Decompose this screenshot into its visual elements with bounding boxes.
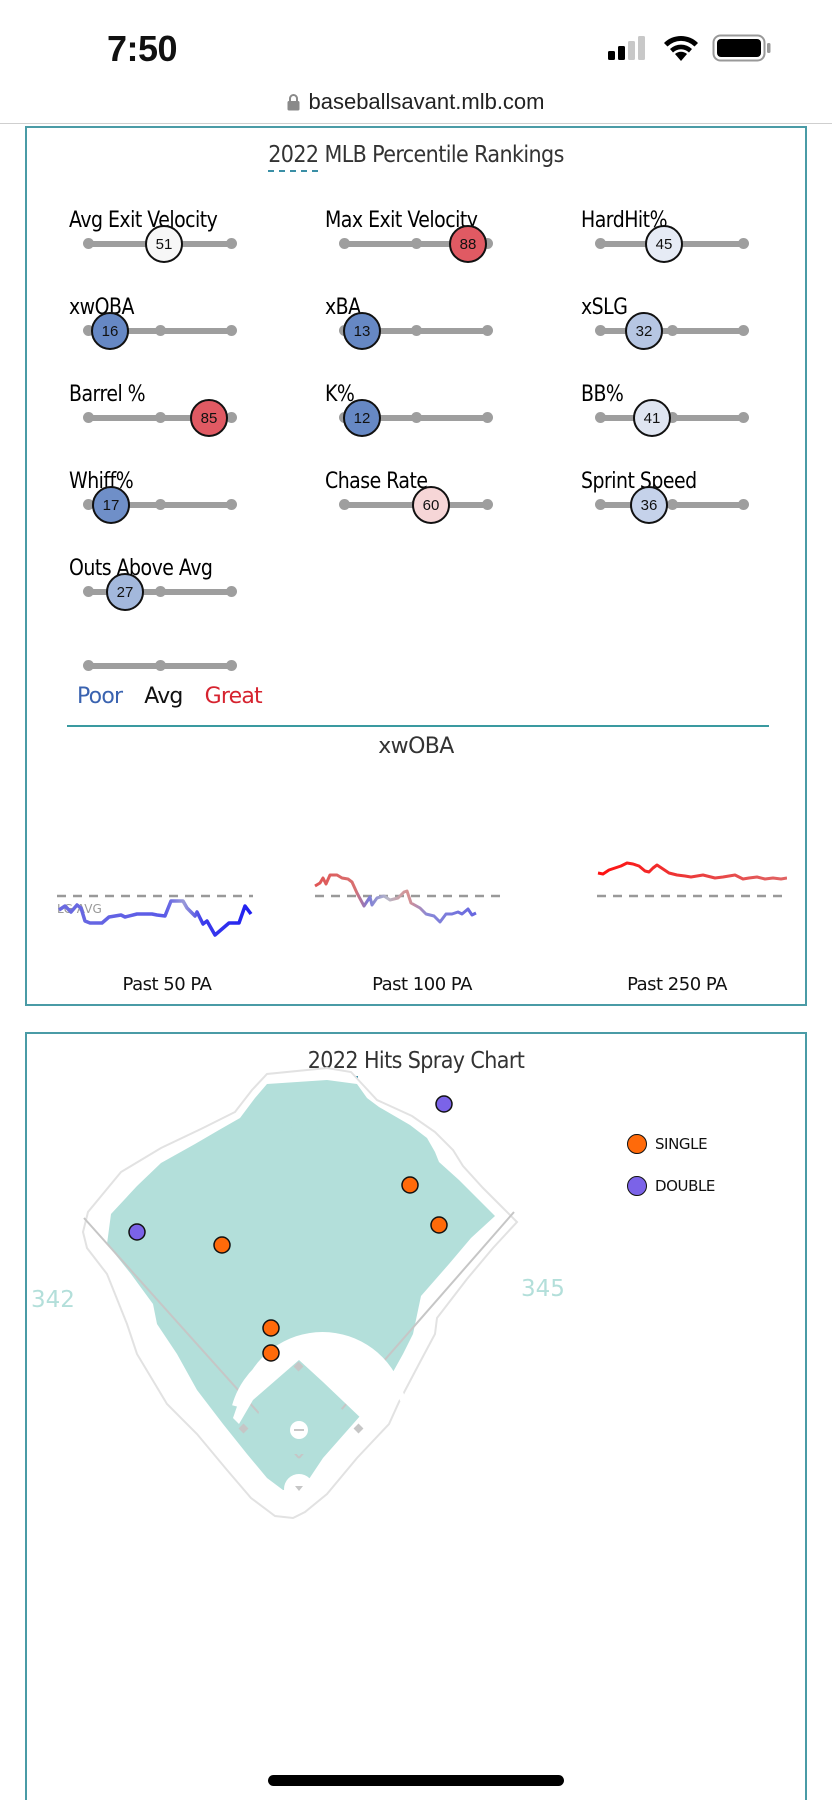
percentile-track [339,238,493,249]
sparkline-past-50-pa: LG AVG [57,894,253,937]
percentile-rankings-card: 2022 MLB Percentile Rankings Avg Exit Ve… [25,126,807,1006]
sparkline-past-250-pa [597,861,787,898]
metric-xslg: xSLG 32 [581,295,801,365]
battery-icon [712,34,771,62]
rolling-xwoba-title: xwOBA [378,734,454,759]
percentile-badge: 16 [91,312,129,350]
percentile-badge: 85 [190,399,228,437]
address-bar[interactable]: baseballsavant.mlb.com [0,80,832,124]
percentile-badge: 17 [92,486,130,524]
metric-whiff-pct: Whiff% 17 [69,469,289,539]
distance-right-field: 345 [521,1276,565,1302]
percentile-track [83,412,237,423]
double-swatch-icon [626,1176,647,1196]
spray-legend: SINGLE DOUBLE [626,1134,715,1218]
hit-single [262,1319,280,1337]
percentile-track [83,586,237,597]
percentile-badge: 27 [106,573,144,611]
metric-chase-rate: Chase Rate 60 [325,469,545,539]
percentile-badge: 60 [412,486,450,524]
hit-single [430,1216,448,1234]
legend-poor: Poor [77,684,123,709]
legend-single[interactable]: SINGLE [626,1134,715,1154]
percentile-badge: 13 [343,312,381,350]
status-icons [608,34,772,62]
metric-max-exit-velocity: Max Exit Velocity 88 [325,208,545,278]
percentile-track [595,325,749,336]
percentile-track [83,499,237,510]
sparkline-label-100: Past 100 PA [372,974,472,995]
sparkline-label-50: Past 50 PA [122,974,212,995]
percentile-badge: 88 [449,225,487,263]
percentile-badge: 12 [343,399,381,437]
distance-left-field: 342 [31,1287,75,1313]
metric-sprint-speed: Sprint Speed 36 [581,469,801,539]
percentile-badge: 32 [625,312,663,350]
single-swatch-icon [626,1134,647,1154]
spray-chart-title: 2022 Hits Spray Chart [27,1048,805,1078]
home-indicator[interactable] [268,1775,564,1786]
url-text[interactable]: baseballsavant.mlb.com [308,89,545,114]
scale-track [83,660,237,671]
cellular-signal-icon [608,36,645,60]
sparkline-label-250: Past 250 PA [627,974,727,995]
percentile-badge: 45 [645,225,683,263]
address-bar-divider [0,123,832,124]
metric-k-pct: K% 12 [325,382,545,452]
hit-single [213,1236,231,1254]
percentile-track [595,499,749,510]
legend-avg: Avg [144,684,183,709]
metric-xwoba: xwOBA 16 [69,295,289,365]
metric-bb-pct: BB% 41 [581,382,801,452]
sparkline-past-100-pa [314,873,507,924]
distance-center-field: 400 [275,1116,319,1142]
legend-great: Great [204,684,263,709]
percentile-badge: 36 [630,486,668,524]
hit-double [128,1223,146,1241]
section-divider [67,725,769,727]
metric-xba: xBA 13 [325,295,545,365]
spray-chart-card: 2022 Hits Spray Chart SINGLE DOUBLE [25,1032,807,1800]
metric-barrel-pct: Barrel % 85 [69,382,289,452]
percentile-badge: 51 [145,225,183,263]
metric-hardhit-pct: HardHit% 45 [581,208,801,278]
percentile-track [595,412,749,423]
hit-single [401,1176,419,1194]
percentile-rankings-title: 2022 MLB Percentile Rankings [27,142,805,172]
legend-double[interactable]: DOUBLE [626,1176,715,1196]
hit-markers [128,1095,453,1362]
wifi-icon [664,35,698,61]
status-bar: 7:50 [0,0,832,80]
percentile-track [83,325,237,336]
hit-double [435,1095,453,1113]
lock-icon [287,94,300,111]
percentile-scale-legend: Poor Avg Great [69,630,289,710]
hit-single [262,1344,280,1362]
season-year-link[interactable]: 2022 [268,142,319,172]
spray-chart-field: 342 400 345 [31,1066,565,1520]
svg-text:LG AVG: LG AVG [57,902,102,916]
status-time: 7:50 [107,28,178,69]
metric-avg-exit-velocity: Avg Exit Velocity 51 [69,208,289,278]
metric-outs-above-avg: Outs Above Avg 27 [69,556,289,626]
percentile-badge: 41 [633,399,671,437]
